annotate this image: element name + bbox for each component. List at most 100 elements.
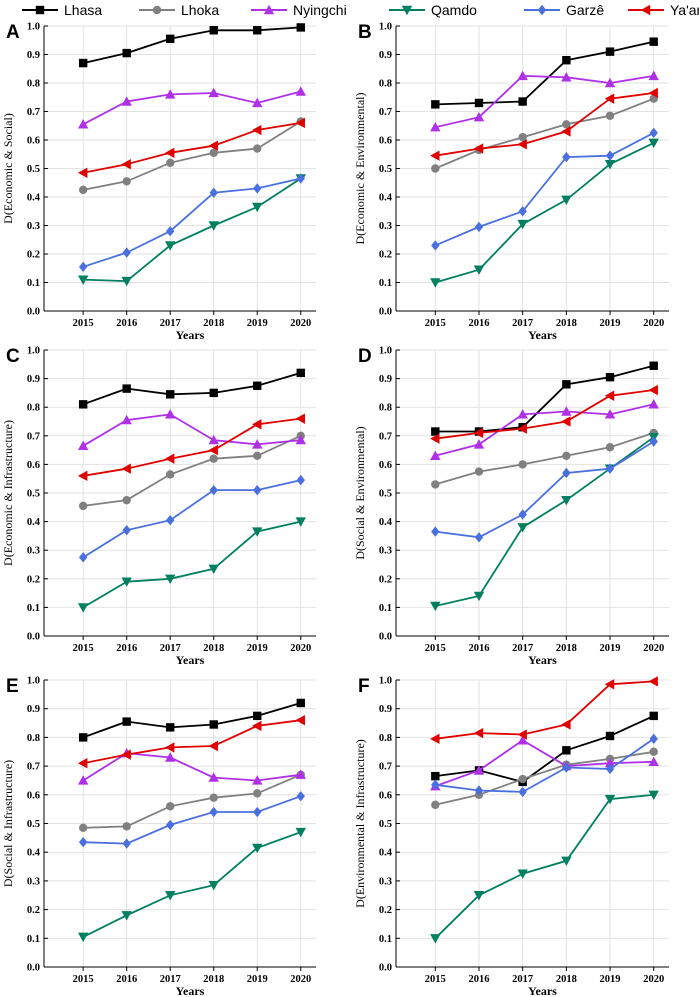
series-line bbox=[82, 520, 302, 609]
panel-letter: F bbox=[358, 676, 370, 697]
y-tick-label: 0.9 bbox=[379, 374, 392, 385]
data-point bbox=[649, 436, 658, 447]
x-tick-label: 2015 bbox=[73, 318, 94, 329]
data-point bbox=[165, 742, 175, 753]
x-tick-label: 2016 bbox=[116, 643, 137, 654]
data-point bbox=[121, 463, 131, 474]
data-point bbox=[78, 400, 88, 409]
series-line bbox=[434, 793, 654, 939]
y-tick-label: 0.8 bbox=[379, 733, 392, 744]
data-point bbox=[431, 779, 440, 790]
legend-label: Ya'an bbox=[670, 2, 699, 18]
data-point bbox=[209, 454, 218, 463]
y-tick-label: 0.8 bbox=[379, 403, 392, 414]
legend-marker bbox=[401, 5, 413, 16]
data-point bbox=[474, 785, 484, 796]
data-point bbox=[648, 676, 658, 687]
y-tick-label: 0.9 bbox=[379, 704, 392, 715]
x-tick-label: 2019 bbox=[247, 318, 268, 329]
series-line bbox=[83, 177, 302, 283]
data-point bbox=[473, 891, 485, 901]
data-point bbox=[208, 772, 219, 782]
series-nyingchi bbox=[430, 70, 659, 132]
y-tick-label: 0.6 bbox=[379, 136, 392, 147]
series-nyingchi bbox=[77, 86, 306, 129]
data-point bbox=[431, 427, 440, 436]
data-point bbox=[517, 523, 528, 533]
data-point bbox=[77, 167, 88, 178]
data-point bbox=[518, 206, 527, 217]
data-point bbox=[431, 771, 440, 781]
series-line bbox=[435, 142, 655, 284]
series-lhoka bbox=[78, 770, 305, 833]
legend-label: Lhoka bbox=[181, 2, 219, 18]
series-line bbox=[83, 795, 302, 845]
data-point bbox=[562, 746, 571, 755]
data-point bbox=[209, 793, 218, 802]
series-line bbox=[435, 440, 655, 539]
data-point bbox=[295, 86, 306, 96]
data-point bbox=[208, 444, 218, 456]
x-axis-title: Years bbox=[176, 328, 205, 342]
data-point bbox=[208, 564, 219, 574]
data-point bbox=[561, 495, 572, 506]
data-point bbox=[517, 729, 527, 740]
y-axis-title: D(Social & Environmental) bbox=[353, 426, 367, 559]
y-tick-label: 0.2 bbox=[27, 250, 40, 261]
data-point bbox=[648, 87, 658, 99]
y-axis-title: D(Economic & Infrastructure) bbox=[1, 420, 15, 566]
data-point bbox=[430, 934, 441, 944]
data-point bbox=[166, 226, 175, 237]
data-point bbox=[165, 891, 176, 901]
y-tick-label: 0.4 bbox=[27, 193, 41, 204]
y-tick-label: 0.5 bbox=[379, 489, 392, 500]
x-tick-label: 2016 bbox=[468, 974, 489, 985]
series-ya-an bbox=[430, 384, 658, 444]
y-tick-label: 0.0 bbox=[379, 963, 392, 974]
data-point bbox=[295, 714, 305, 726]
data-point bbox=[561, 195, 572, 206]
data-point bbox=[517, 423, 527, 434]
data-point bbox=[649, 361, 658, 370]
data-point bbox=[430, 733, 440, 745]
data-point bbox=[562, 120, 571, 129]
x-tick-label: 2020 bbox=[643, 643, 664, 654]
y-tick-label: 1.0 bbox=[27, 22, 40, 33]
data-point bbox=[77, 775, 89, 785]
data-point bbox=[561, 719, 571, 730]
data-point bbox=[295, 517, 306, 527]
series-line bbox=[434, 97, 655, 170]
panel-d: 0.0 0.1 0.2 0.3 0.4 0.5 0.6 0.7 0.8 0.9 1.0 2015 201… bbox=[353, 346, 669, 667]
data-point bbox=[122, 838, 131, 849]
series-qamdo bbox=[77, 827, 306, 943]
panel-a: 0.0 0.1 0.2 0.3 0.4 0.5 0.6 0.7 0.8 0.9 1.0 2015 201… bbox=[1, 22, 316, 342]
data-point bbox=[648, 70, 659, 81]
x-tick-label: 2015 bbox=[73, 974, 94, 985]
x-axis-title: Years bbox=[176, 984, 205, 997]
data-point bbox=[252, 97, 263, 108]
data-point bbox=[431, 526, 440, 537]
x-axis-title: Years bbox=[528, 984, 557, 997]
series-nyingchi bbox=[77, 409, 306, 451]
data-point bbox=[604, 679, 615, 690]
data-point bbox=[431, 480, 440, 489]
x-tick-label: 2019 bbox=[600, 643, 621, 654]
series-nyingchi bbox=[430, 399, 659, 461]
series-nyingchi bbox=[77, 747, 306, 785]
legend-item-garz-: Garzê bbox=[524, 2, 604, 18]
y-tick-label: 0.1 bbox=[379, 934, 392, 945]
y-tick-label: 0.5 bbox=[379, 164, 392, 175]
y-tick-label: 0.0 bbox=[379, 632, 392, 643]
data-point bbox=[649, 127, 658, 139]
x-tick-label: 2016 bbox=[468, 643, 489, 654]
data-point bbox=[517, 139, 527, 150]
series-line bbox=[434, 132, 655, 247]
data-point bbox=[474, 221, 484, 233]
data-point bbox=[648, 790, 659, 800]
x-tick-label: 2018 bbox=[203, 643, 224, 654]
series-qamdo bbox=[77, 174, 306, 287]
panel-letter: C bbox=[6, 346, 20, 367]
data-point bbox=[78, 501, 88, 511]
legend-label: Qamdo bbox=[431, 2, 477, 18]
data-point bbox=[122, 717, 131, 726]
